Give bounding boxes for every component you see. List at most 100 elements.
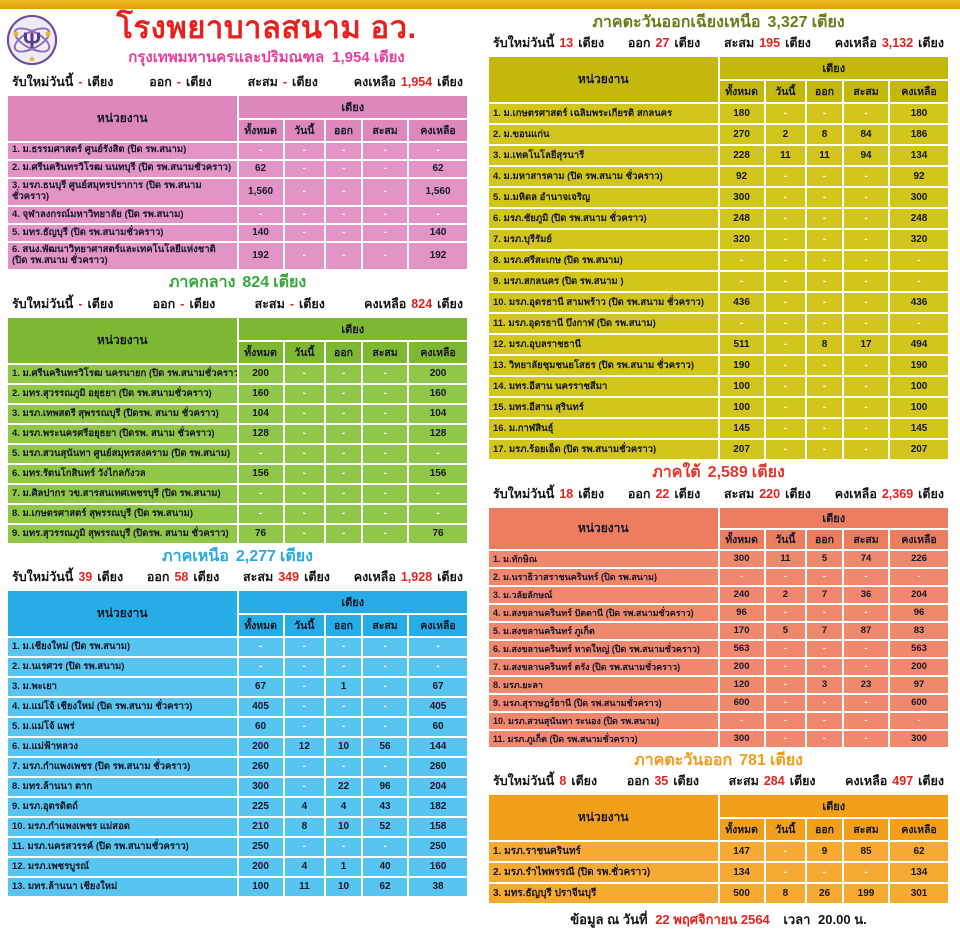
value-cell: - (763, 692, 808, 713)
column-header: วันนี้ (763, 817, 808, 843)
value-cell: - (841, 728, 891, 749)
value-cell: 5 (763, 620, 808, 641)
value-cell: - (841, 291, 891, 315)
value-cell: - (763, 674, 808, 695)
table-row: 6. มรภ.ชัยภูมิ (ปิด รพ.สนาม ชั่วคราว) 248… (487, 207, 950, 231)
value-cell: 100 (888, 396, 950, 420)
value-cell: 92 (888, 165, 950, 189)
table-row: 8. ม.เกษตรศาสตร์ สุพรรณบุรี (ปิด รพ.สนาม… (6, 502, 469, 525)
column-header: สะสม (360, 117, 410, 143)
summary-label: สะสม (254, 296, 285, 311)
value-cell: - (407, 140, 469, 161)
header-row: ทั้งหมด วันนี้ ออก สะสม คงเหลือ (488, 79, 950, 105)
region-east: ภาคตะวันออก 781 เตียง รับใหม่วันนี้ 8 เตียง ออ… (487, 752, 951, 906)
value-cell: - (763, 375, 808, 399)
unit-name-cell: 7. ม.ศิลปากร วข.สารสนเทศเพชรบุรี (ปิด รพ… (6, 482, 239, 505)
value-cell: 140 (407, 222, 469, 243)
value-cell: 199 (841, 882, 891, 906)
summary-label: คงเหลือ (364, 296, 407, 311)
summary-label: ออก (627, 36, 651, 51)
region-total: 2,589 (707, 464, 748, 482)
value-cell: 100 (236, 875, 285, 898)
beds-unit: เตียง (279, 547, 313, 565)
value-cell: 7 (805, 584, 844, 605)
beds-unit: เตียง (785, 486, 811, 501)
value-cell: - (805, 207, 844, 231)
value-cell: - (236, 204, 285, 225)
value-cell: - (324, 635, 363, 658)
column-header: ทั้งหมด (236, 612, 285, 638)
table-row: 3. มรภ.เทพสตรี สุพรรณบุรี (ปิดรพ. สนาม ช… (6, 402, 469, 425)
unit-name-cell: 4. ม.สงขลานครินทร์ ปัตตานี (ปิด รพ.สนามช… (487, 602, 720, 623)
value-cell: 204 (407, 775, 469, 798)
value-cell: 8 (805, 333, 844, 357)
value-cell: - (763, 270, 808, 294)
value-cell: - (805, 728, 844, 749)
value-cell: - (324, 158, 363, 179)
unit-name-cell: 11. มรภ.ภูเก็ต (ปิด รพ.สนามชั่วคราว) (487, 728, 720, 749)
beds-unit: เตียง (298, 296, 325, 311)
table-row: 7. ม.สงขลานครินทร์ ตรัง (ปิด รพ.สนามชั่ว… (487, 656, 950, 677)
beds-unit: เตียง (918, 486, 944, 501)
value-cell: 67 (407, 675, 469, 698)
value-cell: - (324, 835, 363, 858)
region-summary: รับใหม่วันนี้ 8 เตียง ออก 35 เตียง สะสม 284 เตีย… (487, 771, 950, 791)
unit-name-cell: 6. สนง.พัฒนาวิทยาศาสตร์และเทคโนโลยีแห่งช… (6, 240, 239, 272)
value-cell: 494 (888, 333, 950, 357)
beds-unit: เตียง (578, 36, 605, 51)
value-cell: 156 (407, 462, 469, 485)
value-cell: - (360, 402, 410, 425)
value-cell: 145 (717, 417, 766, 441)
table-row: 6. ม.สงขลานครินทร์ หาดใหญ่ (ปิด รพ.สนามช… (487, 638, 950, 659)
summary-value: 497 (892, 774, 914, 789)
column-header: ออก (324, 612, 363, 638)
unit-name-cell: 9. มทร.สุวรรณภูมิ สุพรรณบุรี (ปิดรพ. สนา… (6, 522, 239, 545)
value-cell: - (282, 402, 327, 425)
value-cell: 1,560 (407, 176, 469, 207)
section-north: ภาคเหนือ 2,277 เตียง รับใหม่วันนี้ 39 เตียง ออ… (6, 547, 470, 898)
column-header: วันนี้ (763, 527, 808, 551)
value-cell: 270 (717, 123, 766, 147)
unit-name-cell: 9. มรภ.สกลนคร (ปิด รพ.สนาม ) (487, 270, 720, 294)
value-cell: - (282, 655, 327, 678)
value-cell: 156 (236, 462, 285, 485)
value-cell: - (717, 710, 766, 731)
value-cell: - (282, 502, 327, 525)
summary-label: รับใหม่วันนี้ (12, 296, 74, 311)
unit-name-cell: 5. ม.มหิดล อำนาจเจริญ (487, 186, 720, 210)
value-cell: - (282, 635, 327, 658)
value-cell: 160 (407, 855, 469, 878)
value-cell: - (360, 140, 410, 161)
value-cell: - (763, 438, 808, 462)
value-cell: - (805, 638, 844, 659)
value-cell: 104 (407, 402, 469, 425)
value-cell: 226 (888, 548, 950, 569)
value-cell: - (888, 249, 950, 273)
table-row: 8. มรภ.ยะลา 120-3 23 97 (487, 674, 950, 695)
region-title: ภาคตะวันออก 781 เตียง (487, 752, 950, 770)
section-northeast: ภาคตะวันออกเฉียงเหนือ 3,327 เตียง รับใหม่วั… (487, 14, 951, 462)
table-row: 7. มรภ.บุรีรัมย์ 320- - -320 (487, 228, 950, 252)
column-header: วันนี้ (763, 79, 808, 105)
table-row: 6. มทร.รัตนโกสินทร์ วังไกลกังวล 156- - -156 (6, 462, 469, 485)
column-header: ทั้งหมด (717, 79, 766, 105)
value-cell: 10 (324, 815, 363, 838)
value-cell: 128 (236, 422, 285, 445)
column-header: สะสม (841, 817, 891, 843)
column-header-beds: เตียง (236, 315, 470, 342)
value-cell: 147 (717, 840, 766, 864)
value-cell: - (407, 502, 469, 525)
column-header-unit: หน่วยงาน (487, 505, 720, 551)
region-summary: รับใหม่วันนี้ 13 เตียง ออก 27 เตียง สะสม 195 เตี… (487, 33, 950, 53)
value-cell: - (841, 417, 891, 441)
value-cell: - (324, 240, 363, 272)
page-header: Ψ โรงพยาบาลสนาม อว. กรุงเทพมหานครและปริม… (6, 12, 469, 69)
table-row: 4. ม.มหาสารคาม (ปิด รพ.สนาม ชั่วคราว) 92-… (487, 165, 950, 189)
value-cell: - (841, 312, 891, 336)
value-cell: - (763, 354, 808, 378)
value-cell: 134 (888, 861, 950, 885)
value-cell: 9 (805, 840, 844, 864)
unit-name-cell: 14. มทร.อีสาน นครราชสีมา (487, 375, 720, 399)
top-gold-bar (0, 0, 960, 9)
value-cell: - (805, 291, 844, 315)
